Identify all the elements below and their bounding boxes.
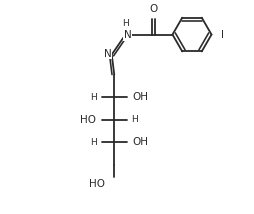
Text: HO: HO xyxy=(89,179,105,189)
Text: N: N xyxy=(104,49,112,59)
Text: HO: HO xyxy=(80,114,96,125)
Text: H: H xyxy=(90,138,97,147)
Text: H: H xyxy=(131,115,138,124)
Text: H: H xyxy=(122,19,129,28)
Text: O: O xyxy=(150,4,158,13)
Text: OH: OH xyxy=(132,137,148,147)
Text: N: N xyxy=(124,30,132,40)
Text: H: H xyxy=(90,93,97,102)
Text: I: I xyxy=(221,30,224,40)
Text: OH: OH xyxy=(132,92,148,102)
